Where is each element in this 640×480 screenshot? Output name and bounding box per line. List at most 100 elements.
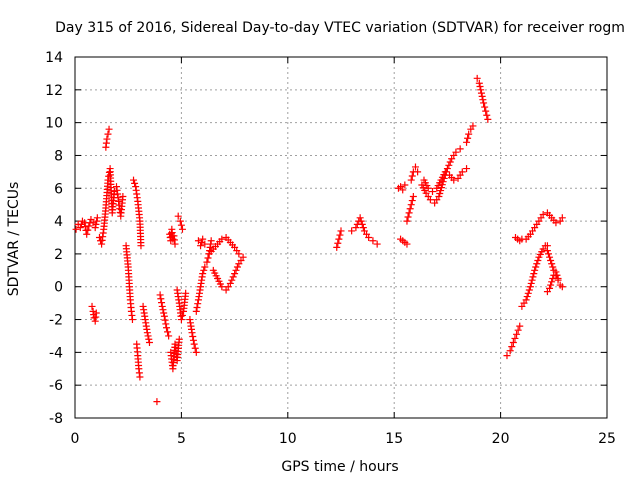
data-point	[436, 190, 444, 198]
data-point	[477, 89, 485, 97]
data-point	[76, 224, 84, 232]
data-layer	[72, 74, 566, 406]
data-point	[103, 135, 111, 143]
data-point	[403, 240, 411, 248]
data-point	[200, 266, 208, 274]
data-point	[526, 283, 534, 291]
data-point	[508, 343, 516, 351]
data-point	[546, 253, 554, 261]
data-point	[558, 283, 566, 291]
data-point	[528, 276, 536, 284]
data-point	[158, 302, 166, 310]
data-point	[159, 306, 167, 314]
data-point	[218, 283, 226, 291]
data-point	[333, 243, 341, 251]
data-point	[458, 168, 466, 176]
data-point	[429, 188, 437, 196]
data-point	[92, 309, 100, 317]
data-point	[483, 111, 491, 119]
y-tick-label: 12	[45, 83, 63, 99]
data-point	[476, 83, 484, 91]
data-point	[452, 148, 460, 156]
x-tick-label: 0	[71, 431, 80, 447]
data-point	[228, 276, 236, 284]
data-point	[348, 227, 356, 235]
data-point	[352, 224, 360, 232]
plot-frame	[74, 56, 608, 419]
data-point	[85, 222, 93, 230]
data-point	[182, 289, 190, 297]
data-point	[530, 270, 538, 278]
data-point	[554, 275, 562, 283]
data-point	[164, 328, 172, 336]
data-point	[77, 220, 85, 228]
data-point	[513, 330, 521, 338]
data-point	[506, 347, 514, 355]
data-point	[199, 235, 207, 243]
data-point	[478, 92, 486, 100]
y-tick-label: 2	[54, 247, 63, 263]
data-point	[131, 179, 139, 187]
data-point	[552, 268, 560, 276]
data-point	[359, 224, 367, 232]
data-point	[544, 250, 552, 258]
data-point	[407, 176, 415, 184]
data-point	[334, 239, 342, 247]
data-point	[130, 176, 138, 184]
data-point	[218, 235, 226, 243]
data-point	[335, 235, 343, 243]
data-point	[156, 291, 164, 299]
data-point	[128, 316, 136, 324]
data-point	[336, 231, 344, 239]
data-point	[480, 99, 488, 107]
data-point	[456, 145, 464, 153]
data-point	[191, 344, 199, 352]
data-point	[169, 235, 177, 243]
data-point	[475, 79, 483, 87]
y-tick-label: -4	[49, 345, 63, 361]
data-point	[404, 213, 412, 221]
data-point	[207, 237, 215, 245]
data-point	[88, 302, 96, 310]
y-tick-label: -8	[49, 411, 63, 427]
data-point	[199, 270, 207, 278]
data-point	[481, 103, 489, 111]
data-point	[239, 253, 247, 261]
data-point	[229, 273, 237, 281]
data-point	[529, 273, 537, 281]
data-point	[171, 240, 179, 248]
data-point	[549, 263, 557, 271]
data-point	[226, 279, 234, 287]
data-point	[193, 304, 201, 312]
data-point	[527, 279, 535, 287]
data-point	[548, 260, 556, 268]
data-point	[441, 168, 449, 176]
data-point	[534, 256, 542, 264]
data-point	[337, 227, 345, 235]
data-point	[406, 205, 414, 213]
data-point	[201, 263, 209, 271]
data-point	[189, 333, 197, 341]
data-point	[399, 186, 407, 194]
data-point	[469, 122, 477, 130]
data-point	[153, 398, 161, 406]
grid-layer	[75, 57, 607, 418]
data-point	[145, 335, 153, 343]
data-point	[414, 168, 422, 176]
data-point	[192, 307, 200, 315]
y-tick-label: 6	[54, 181, 63, 197]
data-point	[464, 134, 472, 142]
x-tick-label: 20	[492, 431, 510, 447]
data-point	[533, 260, 541, 268]
data-point	[158, 299, 166, 307]
data-point	[105, 125, 113, 133]
data-point	[524, 289, 532, 297]
data-point	[91, 224, 99, 232]
data-point	[409, 192, 417, 200]
data-point	[189, 336, 197, 344]
data-point	[201, 240, 209, 248]
data-point	[373, 240, 381, 248]
data-point	[190, 340, 198, 348]
x-axis-title: GPS time / hours	[281, 459, 398, 475]
data-point	[145, 339, 153, 347]
